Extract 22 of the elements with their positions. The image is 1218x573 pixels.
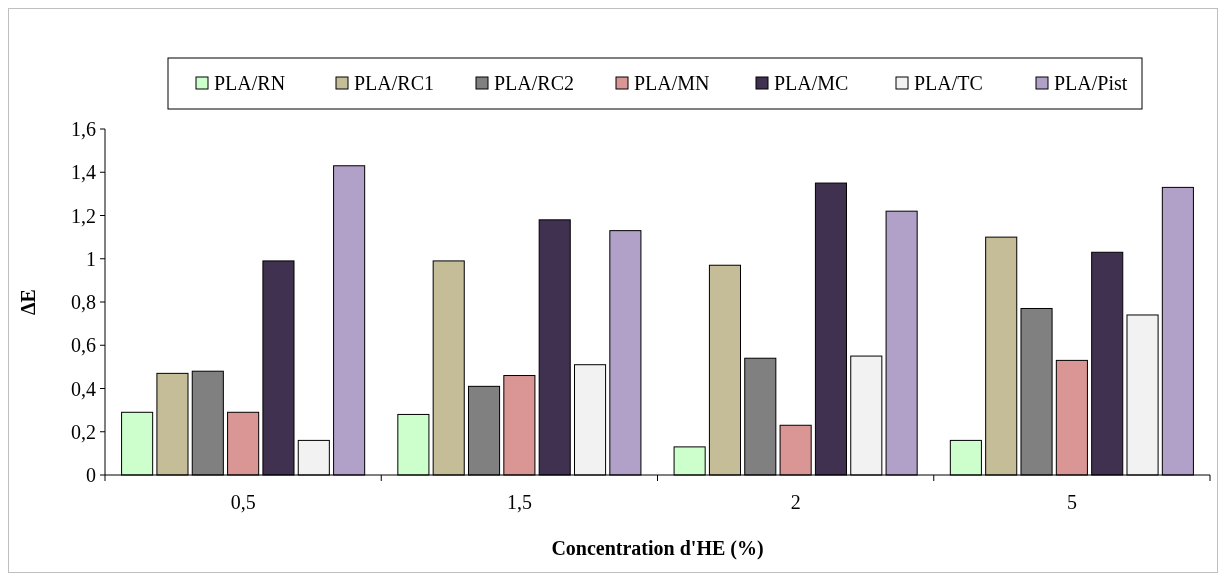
y-tick-label: 0,6: [71, 334, 96, 357]
x-axis-title: Concentration d'HE (%): [551, 537, 764, 560]
y-tick-label: 1,4: [71, 161, 96, 184]
legend-label: PLA/RC2: [494, 72, 575, 94]
legend-label: PLA/TC: [914, 72, 983, 94]
y-tick-label: 1,2: [71, 204, 96, 227]
y-tick-label: 1: [86, 247, 96, 270]
legend-label: PLA/MN: [634, 72, 710, 94]
y-tick-label: 1,6: [71, 118, 96, 140]
y-tick-label: 0,4: [71, 377, 96, 400]
y-tick-label: 0,8: [71, 291, 96, 313]
legend-label: PLA/RC1: [354, 72, 435, 94]
y-tick-label: 0,2: [71, 420, 96, 443]
x-tick-label: 0,5: [230, 491, 256, 513]
legend-label: PLA/RN: [214, 72, 286, 94]
x-tick-label: 2: [790, 491, 801, 513]
x-tick-label: 1,5: [506, 491, 532, 513]
legend-label: PLA/Pist: [1054, 72, 1128, 94]
y-tick-label: 0: [86, 464, 96, 486]
x-tick-label: 5: [1066, 491, 1077, 513]
y-axis-title: ΔE: [17, 289, 39, 315]
legend-label: PLA/MC: [774, 72, 849, 94]
